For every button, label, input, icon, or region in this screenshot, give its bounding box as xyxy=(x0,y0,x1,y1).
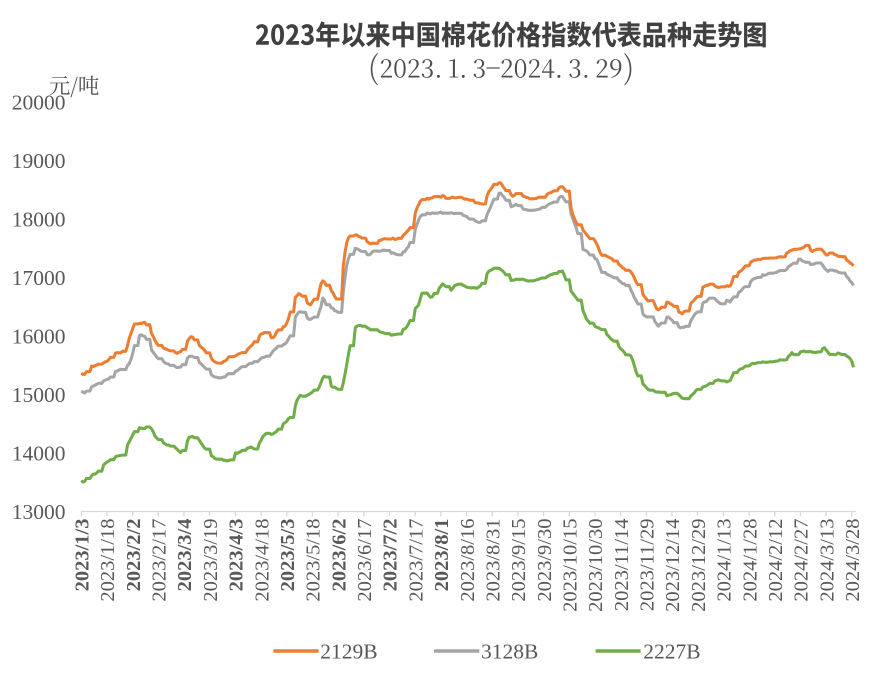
svg-text:2023/11/29: 2023/11/29 xyxy=(637,519,659,612)
svg-text:2023/9/15: 2023/9/15 xyxy=(508,519,530,602)
svg-text:2023/11/14: 2023/11/14 xyxy=(611,519,633,612)
svg-text:2023/4/18: 2023/4/18 xyxy=(251,519,273,602)
svg-text:2023/4/3: 2023/4/3 xyxy=(226,519,248,592)
svg-text:2129B: 2129B xyxy=(320,640,377,664)
svg-text:18000: 18000 xyxy=(12,208,66,232)
svg-text:2023/6/17: 2023/6/17 xyxy=(354,519,376,602)
svg-text:2023/2/2: 2023/2/2 xyxy=(123,519,145,592)
svg-text:2024/3/13: 2024/3/13 xyxy=(816,519,838,602)
svg-text:20000: 20000 xyxy=(12,90,66,114)
svg-text:3128B: 3128B xyxy=(481,640,538,664)
svg-text:2227B: 2227B xyxy=(643,640,700,664)
svg-text:2023/1/3: 2023/1/3 xyxy=(72,519,94,592)
svg-text:2023/12/29: 2023/12/29 xyxy=(688,519,710,612)
svg-text:2023/7/17: 2023/7/17 xyxy=(405,519,427,602)
svg-text:2023/10/15: 2023/10/15 xyxy=(560,519,582,612)
svg-text:2023/8/1: 2023/8/1 xyxy=(431,519,453,592)
svg-text:2023/5/18: 2023/5/18 xyxy=(303,519,325,602)
svg-text:19000: 19000 xyxy=(12,149,66,173)
svg-text:17000: 17000 xyxy=(12,266,66,290)
svg-text:2023/12/14: 2023/12/14 xyxy=(662,519,684,612)
svg-text:2023/8/16: 2023/8/16 xyxy=(457,519,479,602)
svg-text:2024/1/13: 2024/1/13 xyxy=(714,519,736,602)
svg-text:2023/9/30: 2023/9/30 xyxy=(534,519,556,602)
svg-text:2023/10/30: 2023/10/30 xyxy=(585,519,607,612)
svg-text:13000: 13000 xyxy=(12,500,66,524)
svg-text:2023/8/31: 2023/8/31 xyxy=(482,519,504,602)
svg-text:2024/1/28: 2024/1/28 xyxy=(739,519,761,602)
svg-text:2023/2/17: 2023/2/17 xyxy=(149,519,171,602)
svg-text:2023/6/2: 2023/6/2 xyxy=(328,519,350,592)
svg-text:15000: 15000 xyxy=(12,383,66,407)
svg-text:2023/7/2: 2023/7/2 xyxy=(380,519,402,592)
svg-text:2024/2/12: 2024/2/12 xyxy=(765,519,787,602)
svg-text:2023/1/18: 2023/1/18 xyxy=(97,519,119,602)
svg-text:2023/3/19: 2023/3/19 xyxy=(200,519,222,602)
svg-text:2024/3/28: 2024/3/28 xyxy=(842,519,864,602)
svg-text:2023/5/3: 2023/5/3 xyxy=(277,519,299,592)
svg-text:2024/2/27: 2024/2/27 xyxy=(791,519,813,602)
svg-text:16000: 16000 xyxy=(12,325,66,349)
svg-text:2023/3/4: 2023/3/4 xyxy=(174,519,196,592)
svg-text:14000: 14000 xyxy=(12,442,66,466)
